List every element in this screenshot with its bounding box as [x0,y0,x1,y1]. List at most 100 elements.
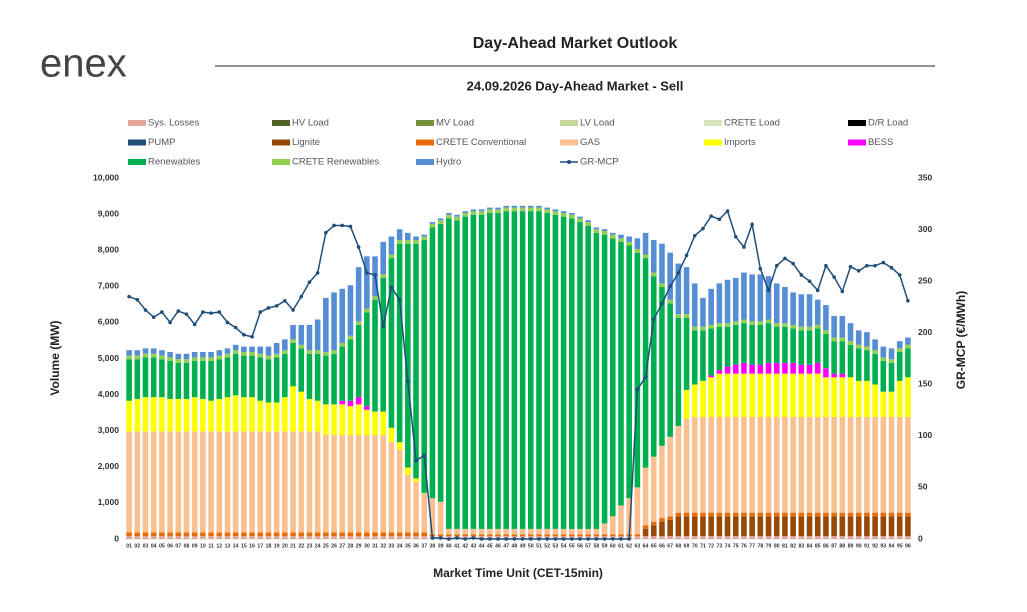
bar-segment [790,292,796,325]
bar-segment [855,536,862,539]
y2-tick-label: 0 [918,533,923,543]
bar-segment [667,536,673,539]
bar-segment [232,344,239,351]
bar-segment [191,431,198,533]
bar-segment [609,232,616,235]
bar-segment [290,532,296,537]
bar-segment [306,350,313,354]
bar-segment [691,512,698,517]
bar-segment [282,532,288,537]
bar-segment [659,518,665,522]
x-tick-label: 11 [208,543,214,549]
bar-segment [519,534,526,537]
bar-segment [216,398,223,432]
x-tick-label: 44 [479,543,485,549]
bar-segment [364,536,370,539]
bar-segment [175,536,182,539]
x-tick-label: 57 [585,543,591,549]
bar-segment [175,359,182,363]
bar-segment [765,516,772,537]
bar-segment [429,498,436,535]
price-marker [160,310,164,314]
bar-segment [273,536,280,539]
bar-segment [642,525,649,529]
bar-segment [306,398,313,432]
legend-swatch [848,120,866,126]
bar-segment [888,359,895,363]
bar-segment [716,373,723,417]
bar-segment [577,218,583,223]
bar-segment [208,532,214,537]
bar-segment [880,536,887,539]
bar-segment [249,532,255,537]
legend-swatch [272,139,290,146]
bar-segment [609,534,616,537]
bar-segment [200,357,206,362]
legend-label: BESS [868,137,893,148]
bar-segment [331,532,337,537]
bar-segment [691,536,698,539]
price-marker [668,284,672,289]
bar-segment [609,238,616,517]
y-tick-label: 7,000 [98,281,120,291]
bar-segment [773,373,780,417]
y-tick-label: 5,000 [98,353,120,363]
bar-segment [872,536,878,539]
bar-segment [823,416,829,513]
price-marker [414,458,418,463]
price-marker [242,332,246,337]
bar-segment [765,276,772,320]
x-tick-label: 49 [520,543,526,549]
bar-segment [159,536,165,539]
price-marker [545,537,549,541]
y-tick-label: 2,000 [98,461,120,471]
legend-label: Sys. Losses [148,118,199,129]
bar-segment [700,536,706,539]
bar-segment [700,330,706,381]
price-marker [856,269,861,273]
bar-segment [396,243,403,443]
x-tick-label: 41 [454,543,460,549]
x-tick-label: 30 [364,543,370,549]
bar-segment [585,225,591,529]
bar-segment [683,389,690,419]
bar-segment [405,474,411,533]
price-marker [176,309,181,313]
bar-segment [724,326,731,367]
bar-segment [232,536,239,539]
price-marker [373,273,377,277]
bar-segment [601,523,608,535]
bar-segment [216,355,223,360]
bar-segment [741,272,747,320]
price-marker [192,322,197,327]
y-tick-label: 4,000 [98,389,120,399]
bar-segment [134,359,141,399]
bar-segment [134,532,141,537]
bar-segment [232,350,239,354]
bar-segment [593,232,600,529]
bar-segment [249,536,255,539]
legend-label: Lignite [292,137,320,148]
bar-segment [765,319,772,324]
y-tick-label: 9,000 [98,208,120,218]
bar-segment [814,299,821,325]
x-tick-label: 22 [298,543,304,549]
x-tick-label: 81 [782,543,788,549]
bar-segment [650,272,657,277]
x-tick-label: 42 [462,543,468,549]
y2-tick-label: 150 [918,379,932,389]
bar-segment [872,416,878,513]
x-tick-label: 17 [257,543,263,549]
bar-segment [864,512,870,517]
price-marker [447,537,451,541]
price-marker [578,537,582,541]
bar-segment [905,512,911,517]
bar-segment [798,516,805,537]
bar-segment [503,205,509,208]
legend-label: CRETE Renewables [292,157,379,168]
bar-segment [487,213,493,529]
bar-segment [757,536,764,539]
bar-segment [134,355,141,360]
bar-segment [331,435,337,533]
bar-segment [855,348,862,381]
